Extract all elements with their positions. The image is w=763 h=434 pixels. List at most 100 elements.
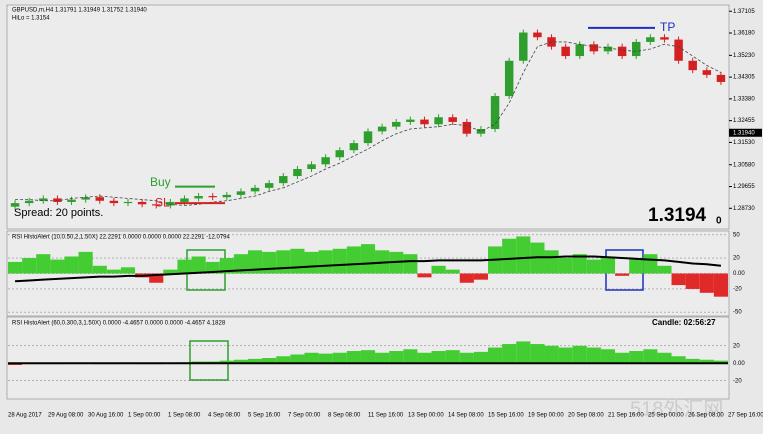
histogram-bar bbox=[360, 244, 376, 274]
histogram-bar bbox=[233, 359, 248, 364]
candle bbox=[406, 119, 415, 122]
candle bbox=[589, 44, 599, 52]
x-tick-label: 13 Sep 00:00 bbox=[408, 413, 444, 419]
histogram-bar bbox=[332, 352, 347, 364]
candle bbox=[67, 199, 76, 202]
histogram-bar bbox=[346, 351, 361, 364]
candle bbox=[632, 41, 641, 57]
candle bbox=[363, 131, 373, 144]
histogram-bar bbox=[671, 356, 686, 364]
histogram-bar bbox=[445, 269, 460, 274]
level-label: TP bbox=[660, 20, 675, 34]
histogram-bar bbox=[106, 269, 121, 274]
histogram-bar bbox=[544, 345, 559, 364]
candle bbox=[180, 198, 189, 202]
histogram-bar bbox=[586, 259, 601, 274]
histogram-bar bbox=[92, 265, 107, 274]
histogram-bar bbox=[502, 344, 517, 364]
candle bbox=[575, 44, 584, 57]
x-tick-label: 20 Sep 08:00 bbox=[568, 413, 604, 419]
x-tick-label: 7 Sep 00:00 bbox=[288, 413, 321, 419]
histogram-bar bbox=[502, 238, 517, 274]
histogram-bar bbox=[586, 347, 601, 364]
candle bbox=[646, 37, 655, 42]
histogram-bar bbox=[699, 273, 714, 293]
candle bbox=[208, 196, 217, 198]
histogram-bar bbox=[403, 254, 418, 274]
candle bbox=[476, 129, 486, 134]
candle bbox=[293, 169, 302, 177]
y-tick-label: 1.32455 bbox=[733, 118, 755, 124]
histogram-bar bbox=[262, 358, 277, 364]
hilo-label: HiLo = 1.3154 bbox=[12, 16, 50, 22]
candle bbox=[250, 187, 260, 192]
histogram-bar bbox=[431, 351, 446, 364]
big-price-digit: 0 bbox=[716, 216, 722, 227]
candle bbox=[504, 60, 514, 97]
y-tick-label: 50 bbox=[733, 232, 740, 238]
x-tick-label: 4 Sep 08:00 bbox=[208, 413, 241, 419]
indicator-title: RSI HistoAlert (60,0.300,3,1.50X) 0.0000… bbox=[12, 321, 226, 327]
candle bbox=[462, 121, 472, 134]
histogram-bar bbox=[262, 251, 277, 274]
histogram-bar bbox=[685, 358, 700, 364]
y-tick-label: 1.37105 bbox=[733, 9, 755, 15]
histogram-bar bbox=[219, 360, 234, 364]
histogram-bar bbox=[459, 352, 474, 364]
histogram-bar bbox=[332, 248, 347, 274]
x-tick-label: 14 Sep 08:00 bbox=[448, 413, 484, 419]
histogram-bar bbox=[643, 254, 658, 274]
big-price: 1.3194 bbox=[648, 205, 707, 226]
histogram-bar bbox=[459, 273, 474, 283]
x-tick-label: 15 Sep 16:00 bbox=[488, 413, 524, 419]
histogram-bar bbox=[516, 341, 531, 364]
candle bbox=[194, 196, 203, 199]
histogram-bar bbox=[713, 273, 728, 297]
histogram-bar bbox=[530, 344, 545, 364]
candle bbox=[95, 197, 104, 201]
histogram-bar bbox=[22, 258, 37, 274]
candle bbox=[123, 201, 133, 204]
candle bbox=[53, 198, 62, 202]
histogram-bar bbox=[304, 352, 319, 364]
y-tick-label: 20 bbox=[733, 256, 740, 262]
histogram-bar bbox=[318, 250, 333, 274]
y-tick-label: 1.29655 bbox=[733, 184, 755, 190]
histogram-bar bbox=[304, 251, 319, 274]
candle bbox=[81, 197, 90, 200]
x-tick-label: 28 Aug 2017 bbox=[8, 413, 42, 419]
x-tick-label: 29 Aug 08:00 bbox=[48, 413, 84, 419]
histogram-bar bbox=[600, 256, 616, 274]
histogram-bar bbox=[389, 351, 404, 364]
x-tick-label: 25 Sep 00:00 bbox=[648, 413, 684, 419]
histogram-bar bbox=[615, 352, 630, 364]
candle bbox=[660, 37, 669, 40]
histogram-bar bbox=[276, 356, 291, 364]
candle bbox=[603, 46, 613, 52]
candle bbox=[377, 126, 387, 132]
histogram-bar bbox=[473, 273, 488, 280]
x-tick-label: 5 Sep 16:00 bbox=[248, 413, 281, 419]
x-tick-label: 21 Sep 16:00 bbox=[608, 413, 644, 419]
x-tick-label: 27 Sep 16:00 bbox=[728, 413, 763, 419]
x-tick-label: 8 Sep 08:00 bbox=[328, 413, 361, 419]
histogram-bar bbox=[473, 351, 488, 364]
y-tick-label: -20 bbox=[733, 287, 742, 293]
signal-line bbox=[15, 255, 722, 283]
histogram-bar bbox=[544, 250, 559, 274]
histogram-bar bbox=[699, 359, 714, 364]
x-tick-label: 1 Sep 00:00 bbox=[128, 413, 161, 419]
histogram-bar bbox=[50, 259, 65, 274]
histogram-bar bbox=[177, 259, 192, 274]
main-panel bbox=[6, 4, 730, 230]
histogram-bar bbox=[572, 254, 587, 274]
histogram-bar bbox=[191, 256, 206, 274]
current-price-box bbox=[729, 128, 762, 137]
candle bbox=[688, 60, 697, 71]
histogram-bar bbox=[431, 265, 446, 274]
histogram-bar bbox=[219, 258, 234, 274]
y-tick-label: 1.35230 bbox=[733, 53, 755, 59]
histogram-bar bbox=[36, 254, 51, 274]
candle bbox=[490, 96, 500, 129]
